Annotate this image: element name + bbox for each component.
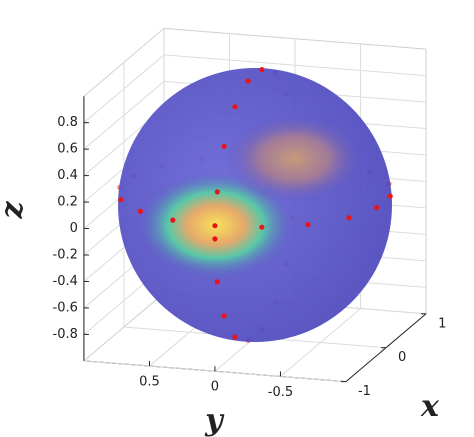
data-point — [232, 334, 238, 340]
data-point — [221, 143, 227, 150]
y-tick-label: 0 — [211, 380, 219, 395]
data-point — [387, 193, 393, 199]
data-point — [214, 279, 220, 285]
y-tick-label: -0.5 — [268, 385, 293, 400]
data-point — [259, 66, 265, 73]
z-tick-label: 0.8 — [57, 115, 78, 130]
z-tick-label: 0.6 — [57, 142, 78, 157]
z-axis-label: z — [0, 201, 30, 220]
data-point — [305, 221, 311, 228]
z-tick-label: -0.8 — [53, 327, 78, 342]
sphere — [118, 68, 392, 342]
data-point — [214, 189, 220, 195]
front-points — [118, 66, 393, 340]
data-point — [373, 205, 380, 211]
y-axis-label: y — [204, 403, 225, 437]
z-tick-label: -0.2 — [53, 248, 78, 263]
z-tick-label: -0.4 — [53, 274, 78, 289]
z-tick-label: 0.4 — [57, 168, 78, 183]
z-tick-label: 0 — [70, 221, 78, 236]
z-tick-label: 0.2 — [57, 195, 78, 210]
data-point — [212, 236, 218, 242]
data-point — [259, 224, 265, 230]
tick-labels: -0.8 -0.6 -0.4 -0.2 0 0.2 0.4 0.6 0.8 0.5 0 -0.5 -1 0… — [53, 115, 447, 400]
data-point — [221, 313, 227, 319]
x-tick-label: 0 — [398, 350, 406, 365]
data-point — [232, 104, 238, 110]
y-tick-label: 0.5 — [139, 375, 160, 390]
data-point — [245, 78, 251, 84]
x-tick-label: 1 — [438, 316, 446, 331]
density-spot — [224, 113, 365, 204]
x-axis-label: x — [420, 389, 440, 424]
data-point — [212, 223, 218, 229]
x-tick-label: -1 — [358, 384, 371, 399]
data-point — [346, 215, 352, 221]
data-point — [170, 217, 176, 223]
data-point — [137, 208, 143, 214]
z-tick-label: -0.6 — [53, 300, 78, 315]
data-point — [118, 197, 124, 203]
